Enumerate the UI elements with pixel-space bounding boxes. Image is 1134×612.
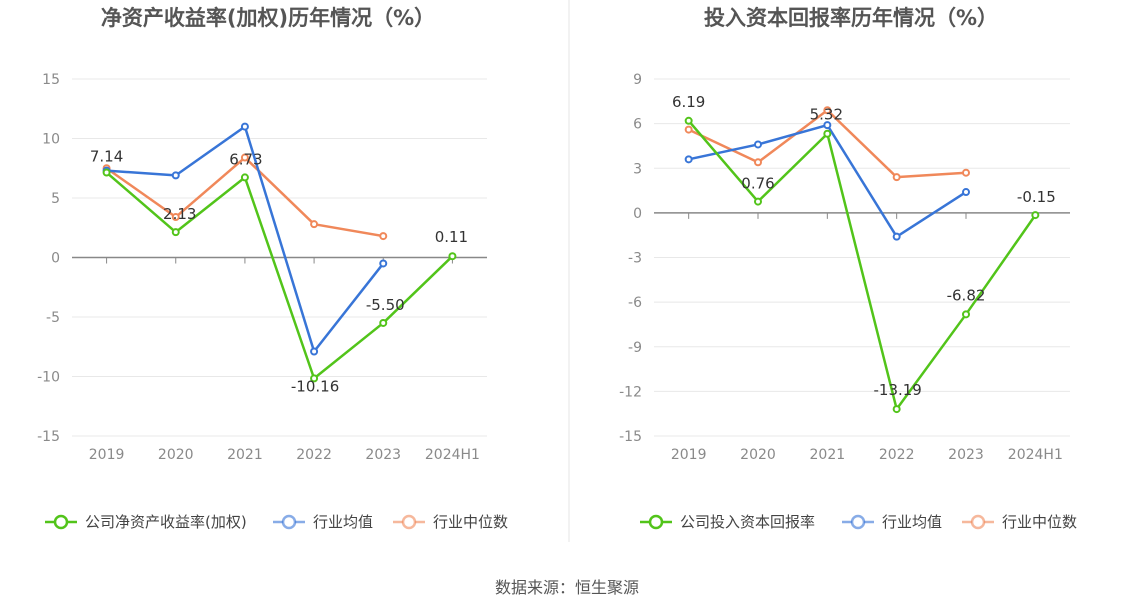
data-point <box>962 310 970 319</box>
data-point <box>310 220 319 229</box>
y-tick-label: 9 <box>633 72 642 88</box>
data-point <box>102 168 111 177</box>
data-label: -13.19 <box>873 381 921 399</box>
data-label: 6.19 <box>672 93 705 111</box>
legend-swatch-marker <box>850 514 866 530</box>
legend-swatch-marker <box>53 514 69 530</box>
chart-title: 投入资本回报率历年情况（%） <box>704 6 998 30</box>
chart-title: 净资产收益率(加权)历年情况（%） <box>101 6 435 30</box>
series-line <box>687 119 1037 411</box>
data-point <box>240 122 249 131</box>
y-tick-label: -15 <box>619 429 642 445</box>
data-point <box>892 173 901 182</box>
data-point <box>310 374 319 383</box>
legend-item: 公司投入资本回报率 <box>640 513 815 531</box>
data-point <box>684 116 693 125</box>
data-point <box>310 347 319 356</box>
roe-chart: 净资产收益率(加权)历年情况（%） 15 10 5 0 -5 -10 -15 2019 2020 2… <box>37 6 508 531</box>
y-tick-label: 3 <box>633 161 642 177</box>
legend-item: 行业中位数 <box>393 513 508 531</box>
x-tick-label: 2023 <box>948 447 984 463</box>
y-tick-label: -10 <box>37 370 60 386</box>
data-label: 6.73 <box>229 150 262 168</box>
series-line <box>105 171 454 380</box>
legend-label: 公司净资产收益率(加权) <box>85 513 247 531</box>
source-label: 数据来源：恒生聚源 <box>495 578 639 597</box>
data-point <box>684 155 693 164</box>
x-tick-label: 2024H1 <box>425 447 480 463</box>
legend-item: 行业中位数 <box>962 513 1077 531</box>
data-point <box>1031 211 1040 220</box>
y-tick-label: 0 <box>633 206 642 222</box>
legend-item: 公司净资产收益率(加权) <box>45 513 247 531</box>
y-tick-label: -5 <box>46 310 60 326</box>
y-tick-label: 0 <box>51 251 60 267</box>
series-line <box>688 123 967 238</box>
data-point <box>171 213 180 222</box>
legend-label: 行业中位数 <box>433 513 508 531</box>
data-point <box>171 171 180 180</box>
y-tick-label: 15 <box>42 72 60 88</box>
data-point <box>754 140 762 149</box>
data-point <box>892 232 901 241</box>
data-label: 2.13 <box>163 205 196 223</box>
legend-item: 行业均值 <box>842 513 942 531</box>
data-label: 7.14 <box>90 148 123 166</box>
data-point <box>240 153 249 162</box>
data-point <box>448 252 457 261</box>
data-point <box>823 121 832 130</box>
data-label: -5.50 <box>366 296 405 314</box>
data-point <box>754 197 762 206</box>
x-tick-label: 2020 <box>740 447 776 463</box>
data-label: 5.32 <box>810 106 843 124</box>
x-tick-label: 2022 <box>879 447 915 463</box>
legend-label: 行业均值 <box>313 513 373 531</box>
legend-swatch-marker <box>970 514 986 530</box>
data-label: -0.15 <box>1017 188 1056 206</box>
y-tick-label: -3 <box>628 251 642 267</box>
data-label: 0.11 <box>435 228 468 246</box>
y-tick-label: 10 <box>42 132 60 148</box>
data-point <box>684 125 693 134</box>
data-point <box>240 173 249 182</box>
x-tick-label: 2022 <box>296 447 332 463</box>
data-point <box>379 232 388 241</box>
roic-chart: 投入资本回报率历年情况（%） 9 6 3 0 -3 -6 -9 -12 -15 2019 2020 20… <box>619 6 1077 531</box>
data-point <box>171 228 180 237</box>
y-tick-label: -9 <box>628 340 642 356</box>
data-label: -6.82 <box>947 286 986 304</box>
data-point <box>892 405 901 414</box>
legend-label: 行业均值 <box>882 513 942 531</box>
y-tick-label: 6 <box>633 117 642 133</box>
legend-swatch-marker <box>281 514 297 530</box>
legend-item: 行业均值 <box>273 513 373 531</box>
data-point <box>379 259 388 268</box>
data-point <box>379 318 388 327</box>
x-tick-label: 2021 <box>227 447 263 463</box>
legend-swatch-marker <box>648 514 664 530</box>
y-tick-label: -15 <box>37 429 60 445</box>
x-tick-label: 2019 <box>89 447 125 463</box>
series-line <box>105 156 384 238</box>
x-tick-label: 2021 <box>810 447 846 463</box>
x-tick-label: 2020 <box>158 447 194 463</box>
data-label: -10.16 <box>291 377 339 395</box>
data-point <box>962 188 970 197</box>
y-tick-label: -6 <box>628 295 642 311</box>
data-point <box>962 168 970 177</box>
data-point <box>754 158 762 167</box>
legend-swatch-marker <box>401 514 417 530</box>
legend-label: 公司投入资本回报率 <box>680 513 815 531</box>
data-point <box>823 106 832 115</box>
x-tick-label: 2024H1 <box>1008 447 1063 463</box>
y-tick-label: -12 <box>619 384 642 400</box>
legend-label: 行业中位数 <box>1002 513 1077 531</box>
data-point <box>823 129 832 138</box>
y-tick-label: 5 <box>51 191 60 207</box>
data-label: 0.76 <box>741 175 774 193</box>
x-tick-label: 2023 <box>365 447 401 463</box>
x-tick-label: 2019 <box>671 447 707 463</box>
